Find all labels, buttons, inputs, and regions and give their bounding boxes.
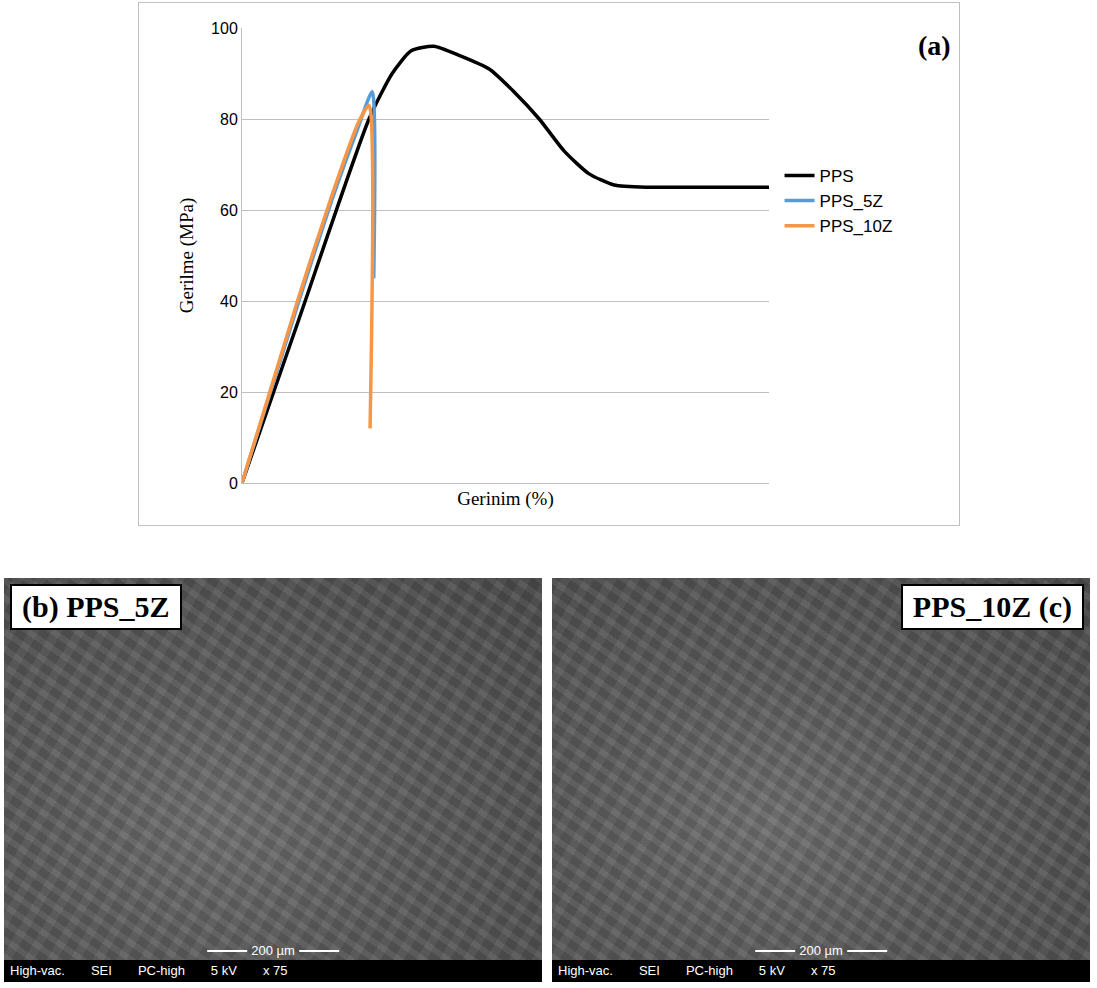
html-text:200 µm: 200 µm: [799, 943, 843, 958]
html-text:x 75: x 75: [810, 963, 836, 978]
svg-text:(a): (a): [918, 30, 951, 61]
svg-text:Gerinim (%): Gerinim (%): [457, 488, 554, 510]
html-text:200 µm: 200 µm: [251, 943, 295, 958]
html-text:PC-high: PC-high: [137, 963, 185, 978]
html-text:SEI: SEI: [90, 963, 112, 978]
html-text:High-vac.: High-vac.: [558, 963, 613, 978]
svg-text:PPS_10Z: PPS_10Z: [820, 217, 893, 236]
svg-text:Gerilme (MPa): Gerilme (MPa): [176, 198, 198, 314]
html-text:High-vac.: High-vac.: [10, 963, 65, 978]
svg-text:PPS: PPS: [820, 167, 854, 186]
svg-text:40: 40: [220, 293, 238, 310]
svg-text:60: 60: [220, 202, 238, 219]
svg-text:PPS_5Z: PPS_5Z: [820, 192, 883, 211]
html-text:SEI: SEI: [638, 963, 660, 978]
html-text:(b) PPS_5Z: (b) PPS_5Z: [22, 590, 170, 623]
svg-text:20: 20: [220, 384, 238, 401]
svg-text:80: 80: [220, 111, 238, 128]
svg-text:100: 100: [211, 20, 238, 37]
html-text:5 kV: 5 kV: [210, 963, 237, 978]
html-text:x 75: x 75: [262, 963, 288, 978]
html-text:5 kV: 5 kV: [758, 963, 785, 978]
svg-text:0: 0: [229, 475, 238, 492]
html-text:PC-high: PC-high: [685, 963, 733, 978]
html-text:PPS_10Z (c): PPS_10Z (c): [912, 590, 1072, 623]
